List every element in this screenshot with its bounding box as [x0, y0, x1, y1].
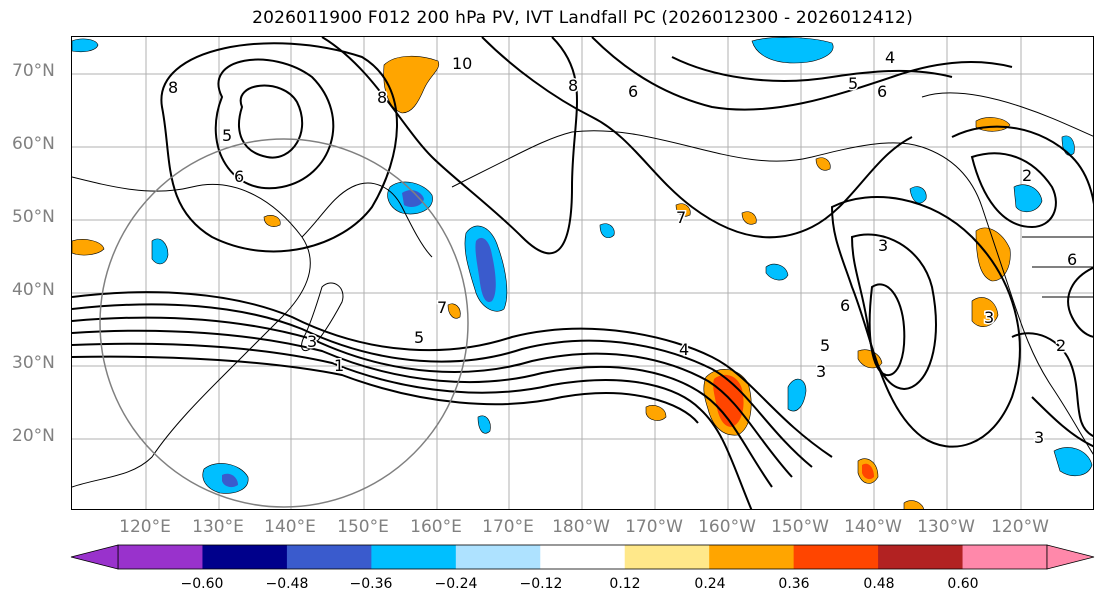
- colorbar-segment: [371, 545, 457, 569]
- lat-label-70n: 70°N: [12, 61, 55, 81]
- contour-label: 8: [377, 88, 387, 107]
- contour-label: 5: [820, 336, 830, 355]
- contour-label: 6: [234, 167, 244, 186]
- patch-blue-topleft: [72, 38, 99, 53]
- patch-orange-sw: [645, 405, 667, 421]
- contour-label: 3: [307, 332, 317, 351]
- colorbar-segment: [878, 545, 964, 569]
- colorbar-tick: −0.48: [265, 576, 309, 592]
- lon-label-150e: 150°E: [337, 517, 389, 537]
- patch-red-south-core: [862, 463, 874, 480]
- contour-label: 6: [840, 296, 850, 315]
- contour-label: 3: [878, 236, 888, 255]
- lat-label-20n: 20°N: [12, 426, 55, 446]
- contour-label: 5: [848, 74, 858, 93]
- colorbar-segment: [540, 545, 626, 569]
- contour-label: 8: [568, 76, 578, 95]
- contour-labels: 8 5 6 8 10 8 6 5 4 6 7 7 3 5 1 4 3 6 5 3…: [167, 47, 1079, 449]
- coastlines: [72, 92, 1093, 488]
- contour-label: 7: [437, 298, 447, 317]
- colorbar-tick: 0.48: [863, 576, 895, 592]
- patch-orange-misc6: [741, 211, 757, 225]
- lon-label-160e: 160°E: [410, 517, 462, 537]
- pv-contours: [72, 37, 1093, 509]
- contour-label: 3: [1034, 428, 1044, 447]
- colorbar-segment: [202, 545, 288, 569]
- patch-orange-misc1: [815, 157, 831, 171]
- lon-label-140e: 140°E: [264, 517, 316, 537]
- patch-orange-leftedge: [72, 239, 105, 256]
- map-panel: 8 5 6 8 10 8 6 5 4 6 7 7 3 5 1 4 3 6 5 3…: [71, 36, 1094, 510]
- lon-label-170e: 170°E: [482, 517, 534, 537]
- lat-label-50n: 50°N: [12, 207, 55, 227]
- patch-orange-misc4: [447, 303, 461, 319]
- colorbar-low-extend: [70, 544, 119, 570]
- contour-label: 7: [676, 208, 686, 227]
- colorbar-high-extend: [1046, 544, 1095, 570]
- map-gridlines: [72, 37, 1093, 509]
- map-title: 2026011900 F012 200 hPa PV, IVT Landfall…: [252, 8, 913, 28]
- patch-blue-misc2: [477, 415, 491, 434]
- colorbar-tick: −0.36: [349, 576, 393, 592]
- lon-label-140w: 140°W: [844, 517, 902, 537]
- colorbar-segment: [118, 545, 203, 569]
- contour-label: 10: [452, 54, 472, 73]
- patch-blue-east2: [787, 378, 807, 412]
- contour-label: 4: [679, 340, 689, 359]
- contour-label: 2: [1022, 166, 1032, 185]
- patch-blue-kamchatka-core: [475, 237, 496, 303]
- patch-blue-east1: [765, 263, 789, 281]
- lon-label-170w: 170°W: [625, 517, 683, 537]
- patch-blue-philippine-core: [222, 473, 238, 488]
- colorbar-tick: 0.36: [778, 576, 810, 592]
- patch-blue-misc1: [599, 223, 615, 238]
- colorbar-segment: [455, 545, 541, 569]
- colorbar-segment: [286, 545, 372, 569]
- patch-blue-misc3: [909, 186, 927, 204]
- patch-blue-okhotsk-core: [402, 190, 424, 207]
- contour-label: 6: [877, 82, 887, 101]
- colorbar-tick: 0.24: [694, 576, 726, 592]
- contour-label: 4: [885, 48, 895, 67]
- contour-label: 3: [816, 362, 826, 381]
- patch-orange-pnw2: [971, 297, 999, 327]
- contour-label: 1: [334, 356, 344, 375]
- colorbar-tick: 0.60: [947, 576, 979, 592]
- colorbar-segment: [709, 545, 795, 569]
- patch-blue-nw-canada: [1013, 184, 1043, 213]
- patch-blue-pnw: [1053, 447, 1093, 477]
- contour-label: 5: [222, 126, 232, 145]
- patch-orange-misc5: [903, 500, 924, 509]
- lon-label-120e: 120°E: [119, 517, 171, 537]
- contour-label: 2: [1056, 336, 1066, 355]
- contour-label: 6: [1067, 250, 1077, 269]
- contour-label: 3: [984, 308, 994, 327]
- map-canvas: 8 5 6 8 10 8 6 5 4 6 7 7 3 5 1 4 3 6 5 3…: [72, 37, 1093, 509]
- lat-label-30n: 30°N: [12, 353, 55, 373]
- colorbar-segment: [624, 545, 710, 569]
- colorbar-tick: −0.24: [434, 576, 478, 592]
- colorbar-tick: −0.12: [519, 576, 563, 592]
- lon-label-180w: 180°W: [552, 517, 610, 537]
- colorbar-tick: −0.60: [180, 576, 224, 592]
- colorbar-tick: 0.12: [609, 576, 641, 592]
- contour-label: 6: [628, 82, 638, 101]
- lon-label-150w: 150°W: [771, 517, 829, 537]
- patch-blue-asia: [151, 238, 169, 265]
- lon-label-160w: 160°W: [698, 517, 756, 537]
- lat-label-40n: 40°N: [12, 280, 55, 300]
- lon-label-130e: 130°E: [192, 517, 244, 537]
- patch-orange-misc2: [675, 203, 691, 217]
- colorbar-segment: [793, 545, 879, 569]
- patch-orange-misc3: [263, 215, 281, 227]
- contour-label: 5: [414, 328, 424, 347]
- landfall-region-circle: [99, 138, 469, 508]
- lon-label-130w: 130°W: [917, 517, 975, 537]
- lat-label-60n: 60°N: [12, 134, 55, 154]
- lon-label-120w: 120°W: [991, 517, 1049, 537]
- colorbar-segment: [962, 545, 1048, 569]
- patch-blue-north: [751, 37, 834, 64]
- contour-label: 8: [168, 78, 178, 97]
